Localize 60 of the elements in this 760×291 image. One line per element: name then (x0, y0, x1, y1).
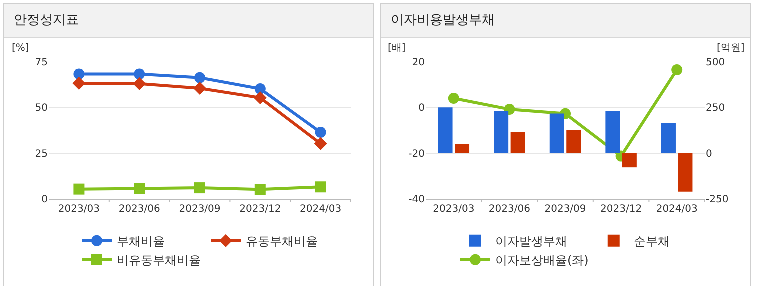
y-tick-label: 20 (412, 58, 425, 68)
point (74, 184, 85, 195)
point (254, 184, 266, 196)
point (672, 64, 683, 76)
y2-tick-label: 250 (706, 103, 726, 114)
bar (566, 130, 582, 154)
y-tick-label: 0 (418, 103, 425, 114)
y2-axis-title: [억원] (717, 43, 745, 54)
point (315, 182, 326, 193)
x-tick-label: 2023/06 (488, 204, 530, 215)
point (133, 77, 146, 90)
legend-label: 순부채 (634, 234, 670, 249)
bar (678, 153, 693, 192)
legend-label: 이자보상배율(좌) (496, 254, 589, 268)
legend-label: 이자발생부채 (496, 234, 568, 249)
point (72, 77, 86, 90)
x-tick-label: 2023/09 (544, 204, 586, 215)
y-axis-title: [배] (388, 43, 406, 54)
point (315, 127, 326, 138)
y-tick-label: 25 (35, 148, 48, 160)
x-tick-label: 2023/03 (58, 204, 100, 215)
y-tick-label: -40 (408, 194, 425, 206)
point (448, 93, 460, 104)
x-tick-label: 2023/03 (433, 204, 475, 215)
point (194, 82, 206, 95)
x-tick-label: 2023/12 (240, 204, 282, 215)
x-tick-label: 2023/12 (600, 204, 642, 215)
x-tick-label: 2024/03 (300, 204, 342, 215)
point (134, 183, 146, 194)
bar (494, 112, 509, 154)
bar (550, 114, 564, 154)
chart-title: 이자비용발생부채 (381, 4, 750, 38)
y2-tick-label: 500 (706, 58, 726, 68)
point (314, 137, 328, 150)
y-axis-title: [%] (12, 43, 30, 54)
point (194, 72, 206, 84)
point (254, 91, 267, 104)
y-tick-label: 0 (42, 194, 48, 206)
bar (438, 108, 453, 154)
bar (661, 123, 676, 154)
legend-label: 비유동부채비율 (117, 254, 201, 268)
point (74, 68, 85, 80)
legend-label: 부채비율 (117, 234, 165, 249)
bar (510, 132, 526, 154)
x-tick-label: 2023/06 (118, 204, 160, 215)
chart-title: 안정성지표 (4, 4, 373, 38)
y2-tick-label: 0 (706, 148, 712, 160)
x-tick-label: 2023/09 (179, 204, 221, 215)
point (194, 182, 206, 194)
y-tick-label: -20 (408, 148, 425, 160)
bar (455, 144, 470, 154)
bar (622, 153, 637, 168)
y-tick-label: 50 (35, 103, 48, 114)
x-tick-label: 2024/03 (656, 204, 698, 215)
point (134, 68, 146, 80)
legend-label: 유동부채비율 (246, 234, 318, 249)
y2-tick-label: -250 (706, 194, 729, 206)
y-tick-label: 75 (35, 58, 48, 68)
bar (606, 112, 620, 154)
point (254, 84, 266, 95)
